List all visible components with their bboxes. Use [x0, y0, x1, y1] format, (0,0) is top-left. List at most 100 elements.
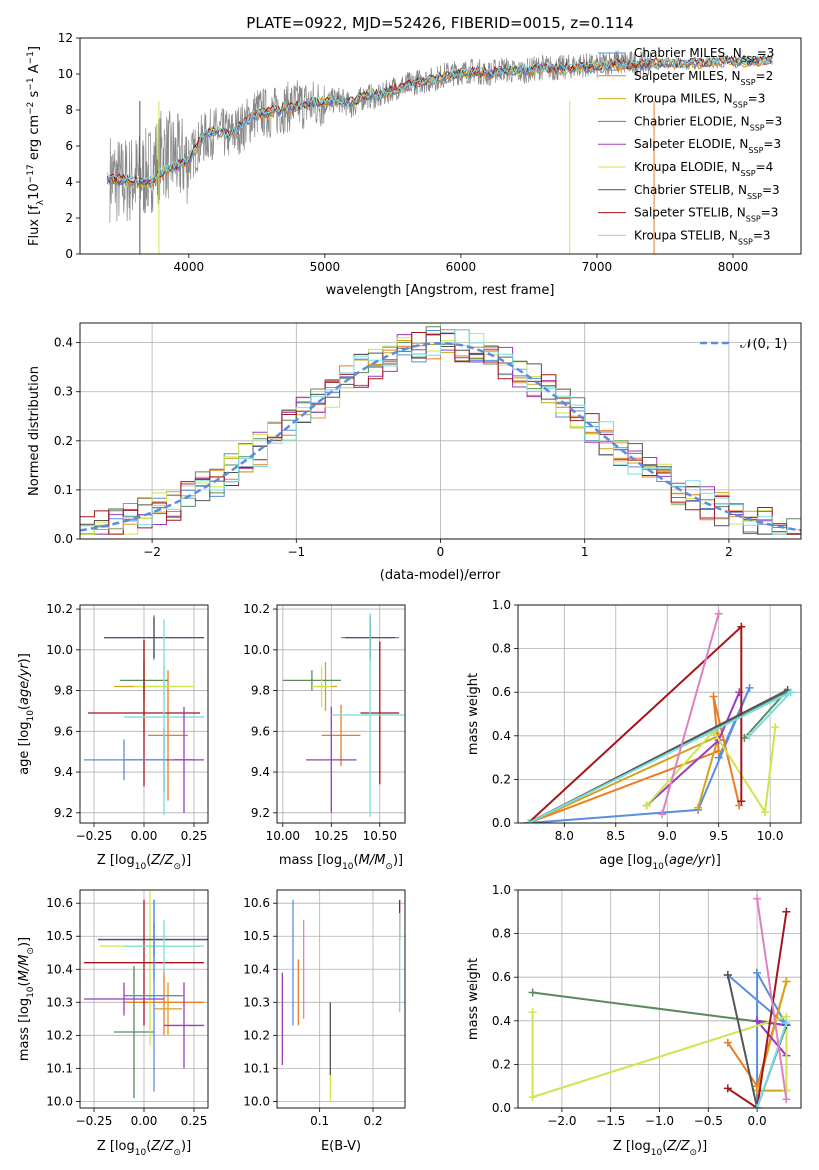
- x-tick-label: 0: [437, 545, 445, 559]
- y-tick-label: 10.0: [46, 1094, 73, 1108]
- x-tick-label: −0.25: [76, 1114, 113, 1128]
- mass-weight-marker: [528, 1093, 537, 1102]
- mass-weight-vs-metallicity-plot: −2.0 −1.5 −1.0 −0.5 0.0 0.0 0.2 0.4 0.6 0.8 1.0 Z […: [466, 883, 802, 1158]
- figure-title: PLATE=0922, MJD=52426, FIBERID=0015, z=0…: [246, 14, 633, 32]
- y-tick-label: 9.8: [251, 684, 270, 698]
- y-tick-label: 10.5: [46, 929, 73, 943]
- y-tick-label: 10.2: [243, 602, 270, 616]
- legend-label: Chabrier ELODIE, NSSP=3: [634, 114, 782, 131]
- y-tick-label: 9.6: [54, 724, 73, 738]
- y-tick-label: 9.8: [54, 684, 73, 698]
- x-axis-label: age [log10(age/yr)]: [599, 853, 721, 872]
- x-tick-label: 4000: [174, 260, 205, 274]
- x-tick-label: 0.25: [181, 1114, 208, 1128]
- mass-weight-line: [527, 624, 743, 823]
- legend-label: Salpeter STELIB, NSSP=3: [634, 206, 778, 224]
- y-tick-label: 9.6: [251, 724, 270, 738]
- axes-frame: [79, 889, 209, 1109]
- plot-area: [106, 49, 773, 254]
- x-tick-label: 0.0: [748, 1114, 767, 1128]
- mass-weight-line: [645, 726, 777, 815]
- y-axis-label: mass weight: [466, 958, 481, 1040]
- plot-area: [84, 615, 204, 815]
- x-tick-label: −1.5: [596, 1114, 625, 1128]
- mass-weight-marker: [714, 747, 723, 756]
- x-tick-label: 9.0: [658, 829, 677, 843]
- model-spectrum-line: [106, 56, 773, 188]
- x-tick-label: 10.0: [757, 829, 784, 843]
- x-tick-label: 0.25: [181, 829, 208, 843]
- y-tick-label: 9.4: [251, 765, 270, 779]
- mass-weight-marker: [709, 692, 718, 701]
- plot-area: [524, 609, 795, 823]
- y-axis-label: Flux [fλ10−17 erg cm−2 s−1 A−1]: [26, 46, 46, 246]
- x-tick-label: 2: [725, 545, 733, 559]
- y-tick-label: 0.4: [492, 729, 511, 743]
- mass-weight-marker: [745, 731, 754, 740]
- plot-area: [80, 326, 801, 535]
- mass-weight-marker: [753, 1016, 762, 1025]
- gaussian-reference-line: [80, 341, 801, 532]
- x-axis-label: Z [log10(Z/Z⊙)]: [97, 853, 191, 872]
- y-tick-label: 10.2: [243, 1028, 270, 1042]
- mass-weight-marker: [786, 688, 795, 697]
- x-axis-label: E(B-V): [321, 1139, 361, 1154]
- x-tick-label: −1: [287, 545, 305, 559]
- x-tick-label: −1.0: [645, 1114, 674, 1128]
- mass-weight-marker: [714, 609, 723, 618]
- mass-weight-marker: [745, 683, 754, 692]
- axes-frame: [276, 604, 406, 824]
- legend-label: Kroupa STELIB, NSSP=3: [634, 228, 771, 246]
- y-tick-label: 10: [58, 67, 73, 81]
- y-tick-label: 9.2: [54, 806, 73, 820]
- mass-vs-metallicity-plot: −0.25 0.00 0.25 10.0 10.1 10.2 10.3 10.4 10.5 10.…: [17, 889, 209, 1158]
- x-tick-label: −0.5: [694, 1114, 723, 1128]
- y-tick-label: 10.2: [46, 1028, 73, 1042]
- y-tick-label: 0.3: [54, 385, 73, 399]
- mass-weight-line: [531, 1012, 788, 1099]
- x-axis-label: wavelength [Angstrom, rest frame]: [326, 283, 555, 298]
- y-tick-label: 0.4: [492, 1014, 511, 1028]
- mass-weight-marker: [737, 622, 746, 631]
- axes-frame: [79, 322, 802, 540]
- mass-weight-marker: [753, 894, 762, 903]
- axes-frame: [517, 604, 802, 824]
- y-tick-label: 0.2: [492, 772, 511, 786]
- legend-label: Kroupa MILES, NSSP=3: [634, 92, 765, 110]
- y-tick-label: 12: [58, 31, 73, 45]
- mass-weight-marker: [753, 968, 762, 977]
- y-tick-label: 10.5: [243, 929, 270, 943]
- legend-label: Chabrier STELIB, NSSP=3: [634, 183, 780, 201]
- x-tick-label: 7000: [582, 260, 613, 274]
- mass-weight-line: [727, 911, 788, 1108]
- y-tick-label: 0.0: [54, 532, 73, 546]
- axes-frame: [276, 889, 406, 1109]
- mass-weight-marker: [782, 1018, 791, 1027]
- y-tick-label: 0.8: [492, 927, 511, 941]
- y-tick-label: 0.6: [492, 685, 511, 699]
- mass-weight-marker: [528, 1008, 537, 1017]
- mass-weight-line: [527, 696, 741, 823]
- y-tick-label: 10.4: [46, 962, 73, 976]
- x-tick-label: 0.00: [131, 829, 158, 843]
- y-tick-label: 1.0: [492, 883, 511, 897]
- y-tick-label: 10.1: [46, 1061, 73, 1075]
- x-tick-label: 6000: [446, 260, 477, 274]
- mass-weight-line: [661, 613, 720, 815]
- mass-weight-marker: [782, 977, 791, 986]
- x-tick-label: 0.2: [363, 1114, 382, 1128]
- x-tick-label: 10.50: [363, 829, 397, 843]
- x-tick-label: 8000: [718, 260, 749, 274]
- spectrum-legend: Chabrier MILES, NSSP=3 Salpeter MILES, NS…: [598, 46, 782, 246]
- x-axis-label: (data-model)/error: [380, 568, 501, 583]
- y-tick-label: 6: [65, 139, 73, 153]
- x-tick-label: −0.25: [76, 829, 113, 843]
- mass-weight-marker: [753, 1104, 762, 1108]
- mass-vs-ebv-plot: 0.1 0.2 10.0 10.1 10.2 10.3 10.4 10.5 10.6 E(B-V): [243, 889, 406, 1154]
- plot-area: [281, 899, 401, 1102]
- x-tick-label: 0.00: [131, 1114, 158, 1128]
- y-tick-label: 0.4: [54, 336, 73, 350]
- age-vs-metallicity-plot: −0.25 0.00 0.25 9.2 9.4 9.6 9.8 10.0 10.2 Z [log1…: [17, 602, 209, 872]
- gaussian-legend-label: 𝒩(0, 1): [740, 337, 787, 352]
